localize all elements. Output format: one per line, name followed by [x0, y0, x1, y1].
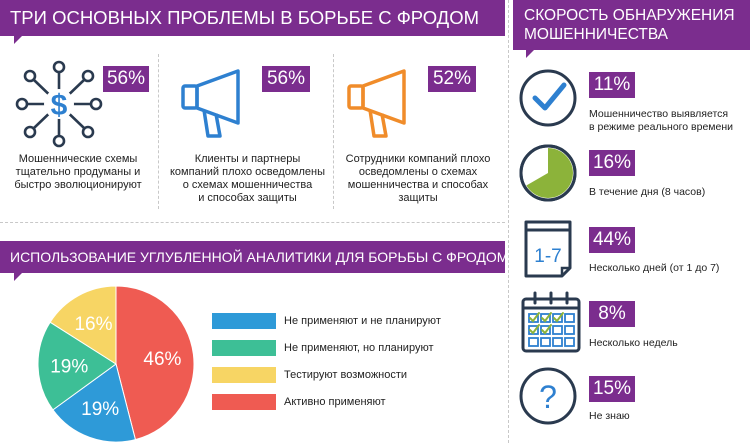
- speed-5-percent: 15%: [589, 376, 635, 402]
- analytics-banner-tail: [14, 273, 22, 281]
- speed-1-caption: Мошенничество выявляется в режиме реальн…: [589, 108, 734, 133]
- checkmark-circle-icon: [519, 69, 577, 127]
- analytics-pie-chart: 46% 19% 19% 16%: [37, 285, 195, 443]
- pie-slice-label: 46%: [143, 349, 181, 370]
- speed-2-caption: В течение дня (8 часов): [589, 186, 706, 198]
- legend-label: Активно применяют: [284, 396, 386, 408]
- question-circle-icon: ?: [519, 367, 577, 425]
- speed-4-percent: 8%: [589, 301, 635, 327]
- speed-title: СКОРОСТЬ ОБНАРУЖЕНИЯ МОШЕННИЧЕСТВА: [524, 7, 735, 43]
- speed-2-percent: 16%: [589, 150, 635, 176]
- problem-1-percent: 56%: [103, 66, 149, 92]
- clock-pie-icon: [519, 144, 577, 202]
- analytics-title: ИСПОЛЬЗОВАНИЕ УГЛУБЛЕННОЙ АНАЛИТИКИ ДЛЯ …: [10, 249, 509, 265]
- pie-slice: [115, 285, 195, 441]
- problem-2-percent: 56%: [262, 66, 310, 92]
- legend-swatch: [212, 313, 276, 329]
- legend-swatch: [212, 367, 276, 383]
- speed-5-caption: Не знаю: [589, 410, 630, 422]
- analytics-banner: [0, 241, 505, 273]
- problems-banner-tail: [14, 36, 22, 44]
- pie-slice: [37, 321, 117, 411]
- legend-swatch: [212, 340, 276, 356]
- speed-3-caption: Несколько дней (от 1 до 7): [589, 262, 720, 274]
- speed-3-percent: 44%: [589, 227, 635, 253]
- legend-label: Не применяют и не планируют: [284, 315, 441, 327]
- speed-1-percent: 11%: [589, 72, 635, 98]
- legend-label: Тестируют возможности: [284, 369, 408, 381]
- pie-slice-label: 19%: [81, 399, 119, 420]
- legend-swatch: [212, 394, 276, 410]
- pie-slice-label: 19%: [50, 356, 88, 377]
- divider: [508, 0, 509, 443]
- calendar-page-icon: 1-7: [524, 220, 572, 278]
- problem-1-caption: Мошеннические схемы тщательно продуманы …: [14, 153, 142, 191]
- speed-banner: [513, 0, 750, 50]
- pie-slice: [52, 363, 137, 443]
- legend-label: Не применяют, но планируют: [284, 342, 434, 354]
- question-mark-text: ?: [539, 379, 557, 415]
- problems-title: ТРИ ОСНОВНЫХ ПРОБЛЕМЫ В БОРЬБЕ С ФРОДОМ: [10, 7, 480, 28]
- problem-3-percent: 52%: [428, 66, 476, 92]
- problem-3-caption: Сотрудники компаний плохо осведомлены о …: [345, 153, 491, 204]
- problem-2-caption: Клиенты и партнеры компаний плохо осведо…: [170, 153, 325, 204]
- divider: [333, 54, 334, 209]
- megaphone-blue-icon: [181, 69, 240, 138]
- calendar-page-text: 1-7: [534, 246, 561, 267]
- pie-slice: [49, 285, 117, 365]
- megaphone-orange-icon: [347, 69, 406, 138]
- divider: [158, 54, 159, 209]
- pie-slice-label: 16%: [74, 314, 112, 335]
- problems-banner: [0, 0, 505, 36]
- speed-4-caption: Несколько недель: [589, 337, 678, 349]
- divider: [0, 222, 505, 223]
- svg-text:$: $: [51, 89, 68, 122]
- speed-banner-tail: [526, 50, 534, 58]
- calendar-grid-icon: [521, 291, 581, 353]
- fraud-network-icon: $: [15, 60, 103, 148]
